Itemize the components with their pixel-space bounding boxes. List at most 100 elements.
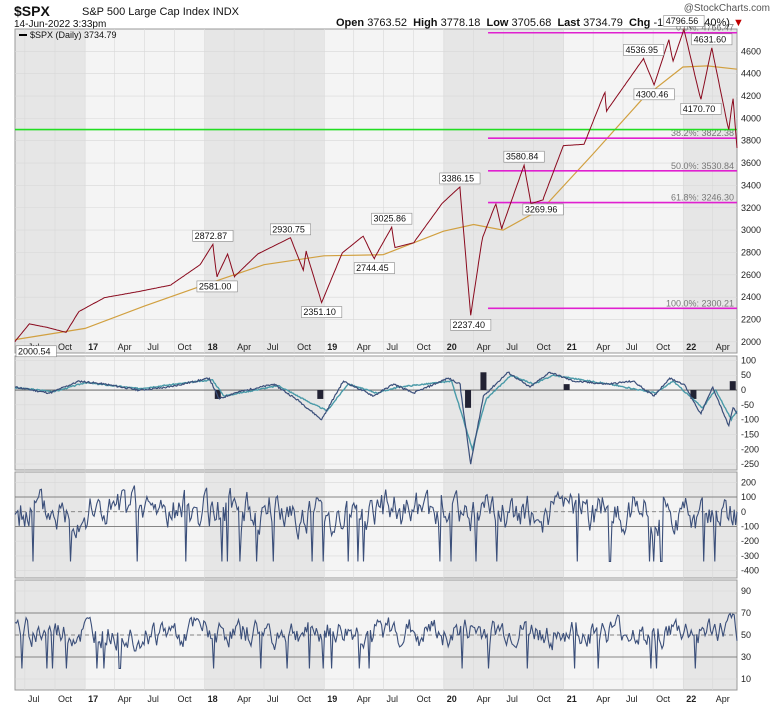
year-band: [15, 472, 86, 578]
data-label: 3269.96: [525, 204, 558, 214]
year-band: [204, 29, 325, 353]
data-label-box: [450, 319, 492, 331]
x-tick-label: Jul: [147, 694, 159, 704]
x-tick-label: Oct: [297, 342, 312, 352]
fib-level-label: 38.2%: 3822.38: [671, 128, 734, 138]
x-tick-label: Apr: [237, 694, 251, 704]
ppo-histogram-bar: [690, 390, 697, 399]
y-tick-label: -300: [741, 551, 759, 561]
x-tick-label: 17: [88, 694, 98, 704]
x-tick-label: Oct: [178, 342, 193, 352]
y-tick-label: 90: [741, 586, 751, 596]
x-tick-label: 22: [686, 694, 696, 704]
y-tick-label: 2200: [741, 314, 761, 324]
x-tick-label: Jul: [267, 342, 279, 352]
legend-label: $SPX (Daily) 3734.79: [30, 30, 117, 40]
moving-average-line: [14, 65, 738, 341]
y-tick-label: 3800: [741, 136, 761, 146]
year-band: [683, 356, 737, 470]
x-tick-label: Apr: [237, 342, 251, 352]
x-tick-label: Jul: [626, 694, 638, 704]
data-label-box: [196, 280, 238, 293]
index-full-name: S&P 500 Large Cap Index: [82, 6, 210, 18]
data-label-box: [691, 33, 733, 46]
x-tick-label: Jul: [267, 694, 279, 704]
y-tick-label: -200: [741, 536, 759, 546]
y-tick-label: -100: [741, 415, 759, 425]
x-tick-label: Oct: [537, 342, 552, 352]
price-legend: $SPX (Daily) 3734.79: [19, 30, 117, 40]
x-tick-label: 19: [327, 694, 337, 704]
y-tick-label: 200: [741, 477, 756, 487]
ppo-histogram-bar: [214, 390, 221, 399]
data-label: 2000.54: [18, 346, 51, 356]
data-label-box: [301, 306, 343, 318]
open-value: 3763.52: [367, 17, 407, 29]
y-tick-label: 4200: [741, 91, 761, 101]
x-tick-label: Jul: [506, 694, 518, 704]
y-tick-label: 3400: [741, 180, 761, 190]
data-label: 4536.95: [625, 45, 658, 55]
x-tick-label: Oct: [178, 694, 193, 704]
data-label: 2930.75: [272, 224, 305, 234]
y-tick-label: 4600: [741, 46, 761, 56]
quote-date: 14-Jun-2022 3:33pm: [14, 19, 107, 30]
x-tick-label: 18: [208, 694, 218, 704]
x-tick-label: 21: [567, 342, 577, 352]
x-tick-label: Apr: [596, 694, 610, 704]
data-label: 2351.10: [303, 307, 336, 317]
data-label-box: [680, 103, 722, 115]
index-name: S&P 500 Large Cap Index INDX: [82, 6, 239, 18]
data-label-box: [663, 15, 705, 27]
y-tick-label: 30: [741, 652, 751, 662]
y-tick-label: 0: [741, 385, 746, 395]
x-tick-label: Oct: [58, 694, 73, 704]
exchange-code: INDX: [212, 6, 239, 18]
ppo-panel-bg: [15, 356, 737, 470]
x-tick-label: 18: [208, 342, 218, 352]
data-label-box: [269, 223, 311, 236]
y-tick-label: 4000: [741, 113, 761, 123]
data-label-box: [371, 212, 413, 225]
x-tick-label: Jul: [626, 342, 638, 352]
year-band: [15, 29, 86, 353]
x-tick-label: Oct: [417, 694, 432, 704]
price-panel-bg: [15, 29, 737, 353]
x-tick-label: 21: [567, 694, 577, 704]
ppo-histogram-bar: [317, 390, 324, 399]
year-band: [443, 29, 564, 353]
fib-level-label: 0.0%: 4766.47: [676, 23, 734, 33]
x-tick-label: 22: [686, 342, 696, 352]
data-label-box: [522, 203, 564, 216]
x-tick-label: 17: [88, 342, 98, 352]
x-tick-label: 19: [327, 342, 337, 352]
high-value: 3778.18: [440, 17, 481, 29]
chg-label: Chg: [629, 17, 651, 29]
data-label: 2872.87: [195, 231, 228, 241]
symbol-title: $SPX: [14, 3, 50, 19]
rsi-line: [14, 612, 738, 670]
x-tick-label: Jul: [28, 694, 40, 704]
last-label: Last: [557, 17, 581, 29]
open-label: Open: [336, 17, 365, 29]
y-tick-label: 4400: [741, 69, 761, 79]
price-line: [14, 27, 738, 343]
y-tick-label: -50: [741, 400, 754, 410]
data-label: 3386.15: [442, 173, 475, 183]
x-tick-label: Apr: [596, 342, 610, 352]
x-tick-label: Apr: [357, 342, 371, 352]
y-tick-label: 0: [741, 507, 746, 517]
y-tick-label: -200: [741, 444, 759, 454]
fib-level-label: 50.0%: 3530.84: [671, 161, 734, 171]
y-tick-label: 2600: [741, 270, 761, 280]
x-tick-label: Apr: [716, 342, 730, 352]
high-label: High: [413, 17, 438, 29]
y-tick-label: 50: [741, 370, 751, 380]
x-tick-label: Apr: [118, 342, 132, 352]
data-label: 4631.60: [694, 34, 727, 44]
x-tick-label: Apr: [357, 694, 371, 704]
x-tick-label: Apr: [477, 342, 491, 352]
year-band: [15, 356, 86, 470]
data-label: 3580.84: [506, 152, 539, 162]
